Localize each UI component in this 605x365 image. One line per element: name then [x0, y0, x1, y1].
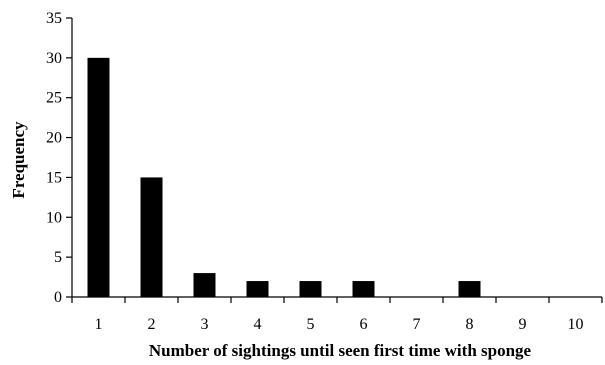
bar-6: [352, 281, 375, 297]
bar-1: [87, 57, 110, 297]
bars: [87, 57, 481, 297]
y-tick-label: 5: [54, 249, 62, 266]
bar-8: [458, 281, 481, 297]
bar-4: [246, 281, 269, 297]
y-axis-title: Frequency: [9, 121, 28, 199]
x-tick-label: 7: [413, 316, 421, 333]
x-tick-label: 1: [95, 316, 103, 333]
x-tick-label: 10: [568, 316, 584, 333]
y-tick-label: 20: [46, 130, 62, 147]
x-tick-label: 6: [360, 316, 368, 333]
y-tick-label: 10: [46, 209, 62, 226]
bar-5: [299, 281, 322, 297]
x-tick-label: 2: [148, 316, 156, 333]
x-tick-label: 4: [254, 316, 262, 333]
x-tick-label: 5: [307, 316, 315, 333]
x-tick-label: 8: [466, 316, 474, 333]
y-tick-label: 15: [46, 169, 62, 186]
y-tick-label: 30: [46, 50, 62, 67]
x-axis-title: Number of sightings until seen first tim…: [149, 341, 532, 360]
x-axis: 1 2 3 4 5 6 7 8 9 10: [71, 296, 603, 333]
bar-2: [140, 177, 163, 297]
x-tick-label: 9: [519, 316, 527, 333]
y-tick-label: 35: [46, 10, 62, 27]
x-tick-label: 3: [201, 316, 209, 333]
y-axis: 0 5 10 15 20 25 30 35: [46, 10, 73, 306]
y-tick-label: 25: [46, 90, 62, 107]
bar-3: [193, 273, 216, 297]
y-tick-label: 0: [54, 289, 62, 306]
